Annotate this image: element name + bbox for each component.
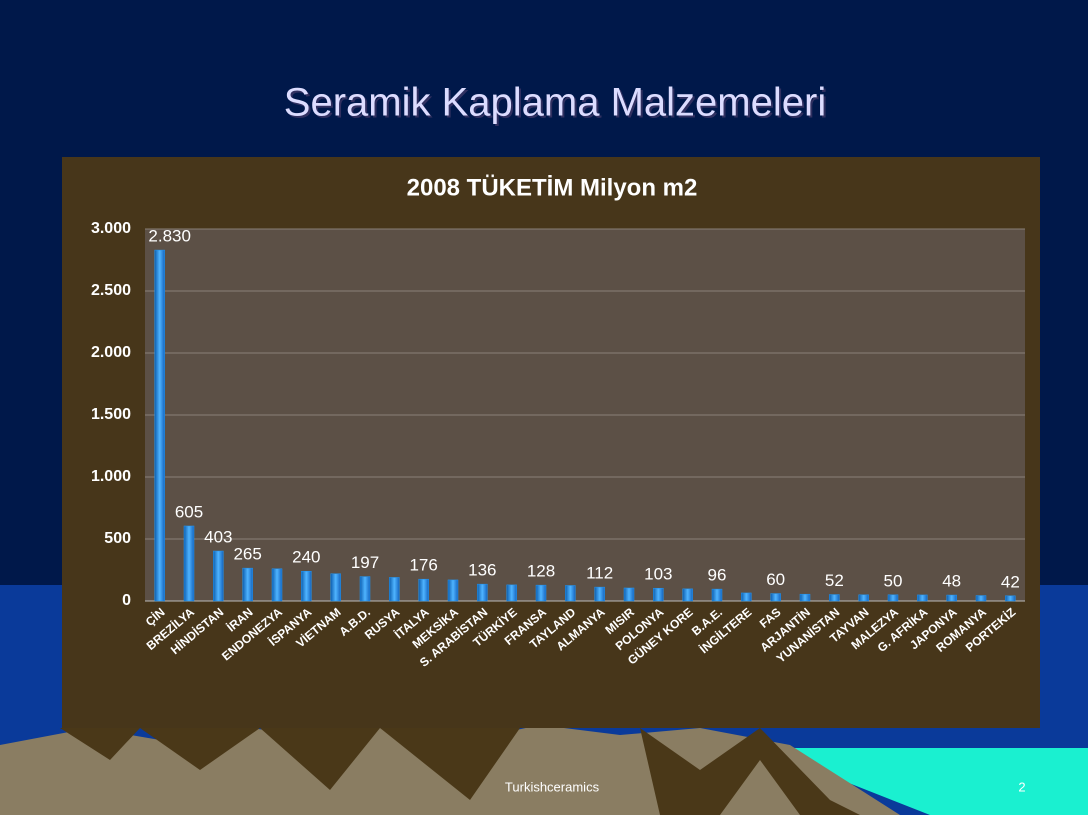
bar [917, 594, 928, 602]
bar [829, 594, 840, 602]
bar [183, 525, 195, 602]
data-label: 197 [351, 553, 379, 572]
data-label: 605 [175, 502, 203, 521]
slide-title: Seramik Kaplama Malzemeleri [284, 81, 826, 125]
footer: Turkishceramics [505, 779, 600, 794]
data-label: 176 [409, 556, 437, 575]
bar [242, 567, 253, 602]
y-tick-label: 1.000 [91, 468, 131, 485]
data-label: 136 [468, 561, 496, 580]
data-label: 240 [292, 548, 320, 567]
data-label: 48 [942, 572, 961, 591]
y-tick-label: 1.500 [91, 406, 131, 423]
bar [301, 570, 312, 602]
bar [975, 595, 987, 602]
bar [418, 578, 429, 602]
bar [623, 587, 635, 602]
data-label: 60 [766, 570, 785, 589]
bar [887, 594, 899, 602]
cyan-shape [760, 748, 1088, 815]
bar [271, 568, 283, 602]
data-label: 50 [884, 571, 903, 590]
bar [741, 592, 752, 602]
data-label: 96 [708, 566, 727, 585]
bar [154, 249, 165, 602]
bar [330, 573, 341, 602]
bar [594, 586, 605, 602]
bar [653, 587, 664, 602]
bar [1005, 595, 1016, 602]
bar [946, 594, 957, 602]
data-label: 2.830 [148, 227, 191, 246]
y-tick-label: 2.000 [91, 344, 131, 361]
bar [858, 594, 869, 602]
bar [565, 585, 576, 602]
bar [389, 577, 400, 602]
bar [447, 579, 459, 602]
bar [477, 583, 488, 602]
bar [359, 576, 371, 602]
bar [799, 593, 811, 602]
data-label: 103 [644, 565, 672, 584]
data-label: 265 [233, 545, 261, 564]
mountain-shadows [640, 728, 860, 815]
bar [711, 588, 723, 602]
data-label: 128 [527, 562, 555, 581]
data-label: 42 [1001, 572, 1020, 591]
bar [535, 584, 547, 602]
data-label: 112 [586, 564, 613, 583]
bar [770, 593, 781, 602]
bar [506, 584, 517, 602]
y-tick-label: 3.000 [91, 220, 131, 237]
bar [682, 588, 693, 602]
data-label: 403 [204, 528, 232, 547]
page-number: 2 [1018, 779, 1025, 794]
bar [213, 550, 224, 602]
chart-title: 2008 TÜKETİM Milyon m2 [407, 174, 698, 201]
y-tick-label: 0 [122, 592, 131, 609]
y-tick-label: 2.500 [91, 282, 131, 299]
slide-title-shadow: Seramik Kaplama Malzemeleri [286, 83, 828, 127]
data-label: 52 [825, 571, 844, 590]
mountain-shadows [60, 728, 520, 800]
y-tick-label: 500 [104, 530, 131, 547]
